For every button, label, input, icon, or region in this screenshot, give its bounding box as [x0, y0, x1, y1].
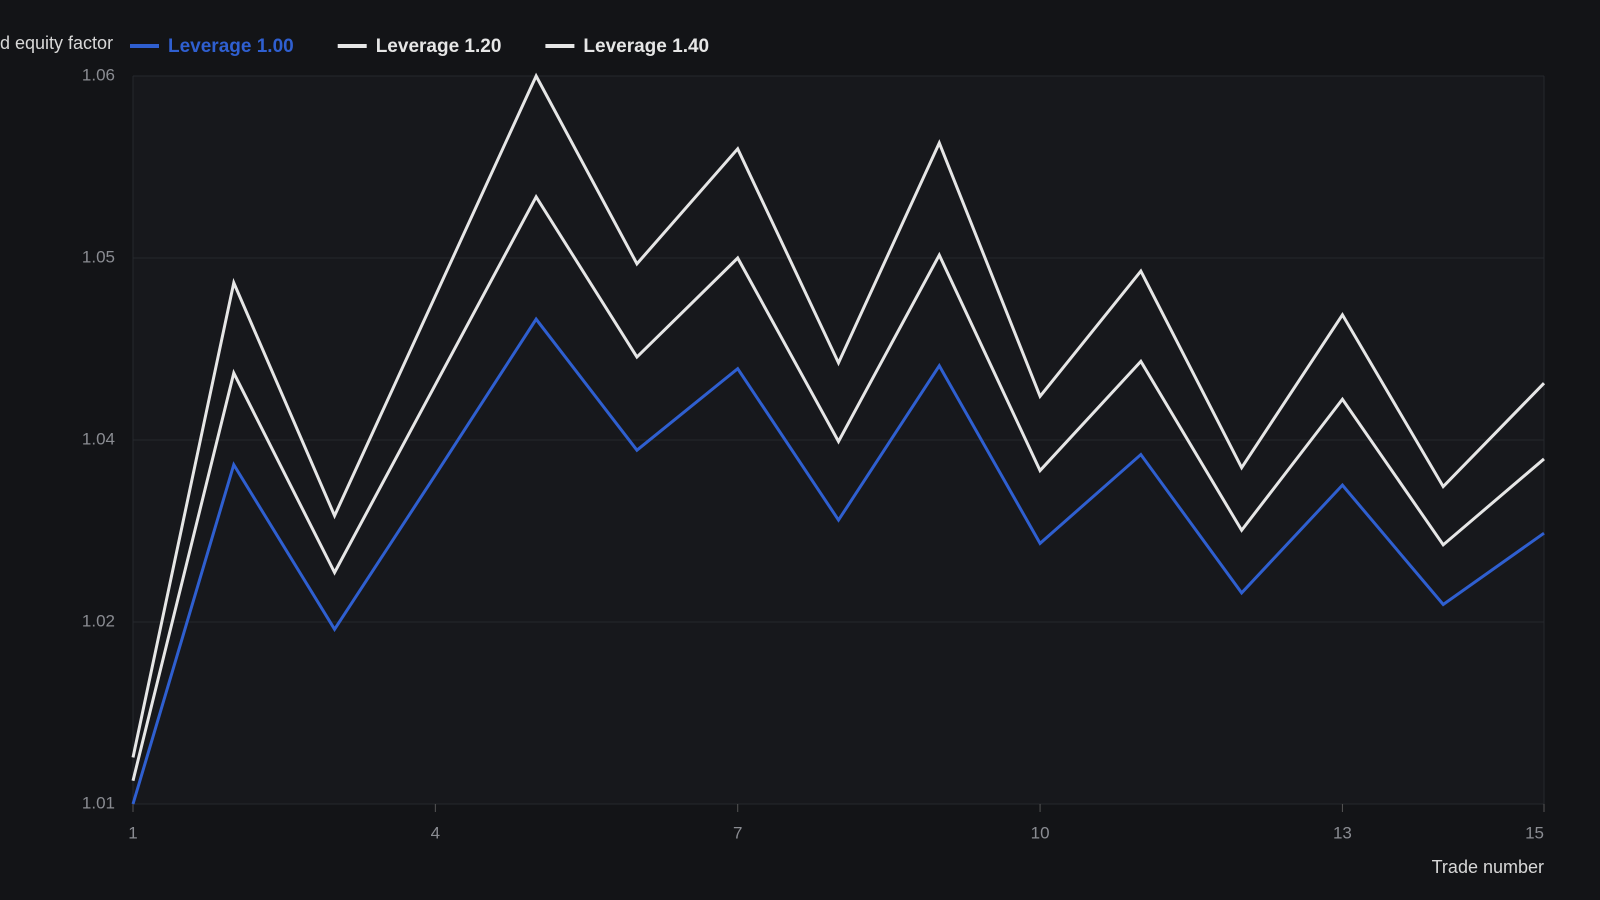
legend-label: Leverage 1.00 — [168, 36, 294, 57]
y-tick-label: 1.04 — [82, 429, 115, 448]
legend-label: Leverage 1.20 — [376, 36, 502, 57]
x-tick-label: 10 — [1031, 823, 1050, 842]
legend-label: Leverage 1.40 — [583, 36, 709, 57]
series-line — [131, 72, 1546, 758]
series-line — [131, 316, 1545, 805]
y-axis-label: d equity factor — [0, 33, 113, 53]
x-tick-label: 15 — [1525, 823, 1544, 842]
y-tick-label: 1.05 — [82, 247, 115, 266]
x-axis-label: Trade number — [1432, 857, 1544, 877]
x-tick-label: 4 — [431, 823, 440, 842]
series-line — [131, 193, 1545, 782]
x-tick-label: 13 — [1333, 823, 1352, 842]
x-tick-label: 1 — [128, 823, 137, 842]
y-tick-label: 1.06 — [82, 65, 115, 84]
y-tick-label: 1.01 — [82, 793, 115, 812]
x-tick-label: 7 — [733, 823, 742, 842]
y-tick-label: 1.02 — [82, 611, 115, 630]
